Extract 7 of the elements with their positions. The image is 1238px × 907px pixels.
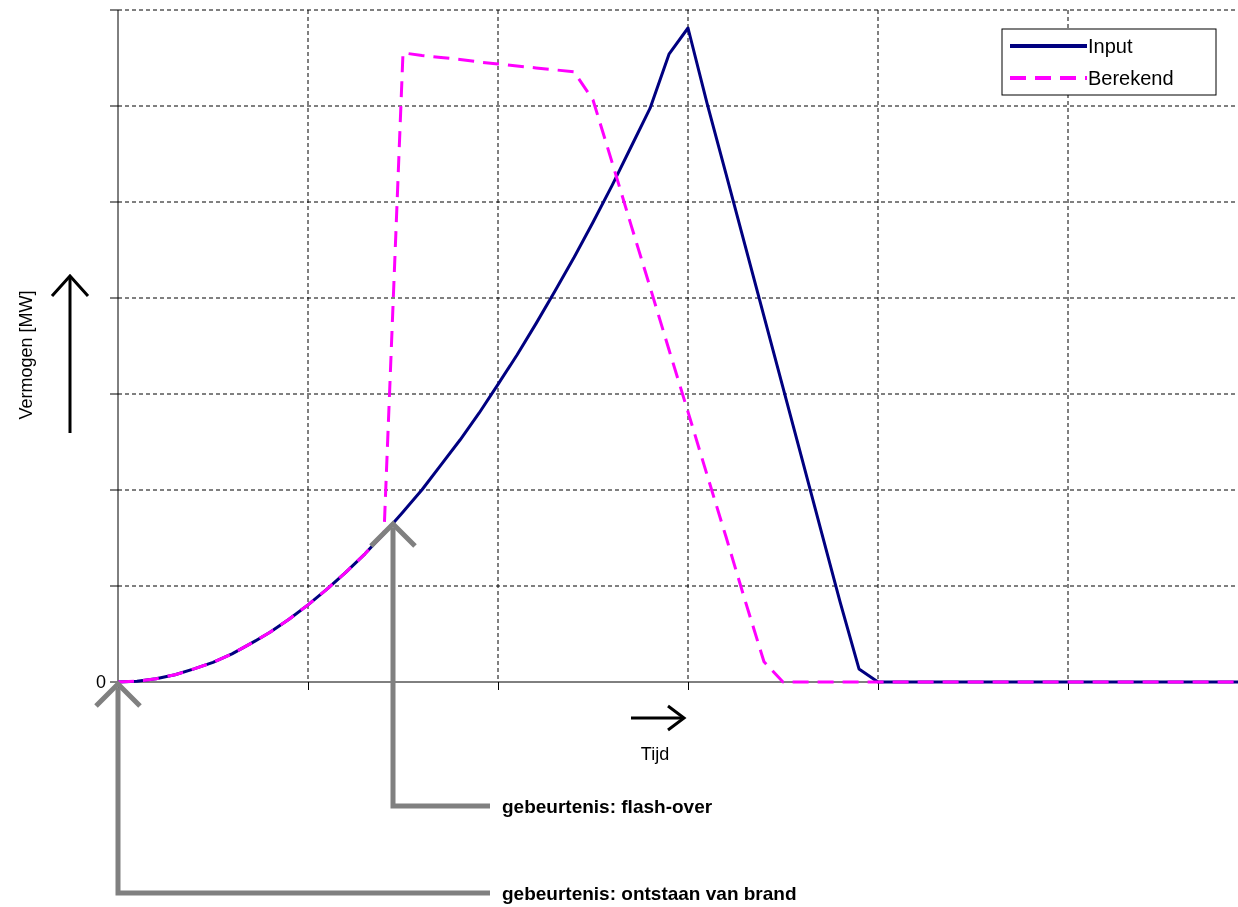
legend-label: Berekend: [1088, 67, 1174, 89]
x-axis-title: Tijd: [640, 744, 670, 764]
text: gebeurtenis: flash-over: [502, 796, 713, 817]
y-axis-title: Vermogen [MW]: [16, 290, 36, 420]
legend-label: Input: [1088, 35, 1133, 57]
text: gebeurtenis: ontstaan van brand: [502, 883, 797, 904]
text: 0: [95, 672, 106, 692]
